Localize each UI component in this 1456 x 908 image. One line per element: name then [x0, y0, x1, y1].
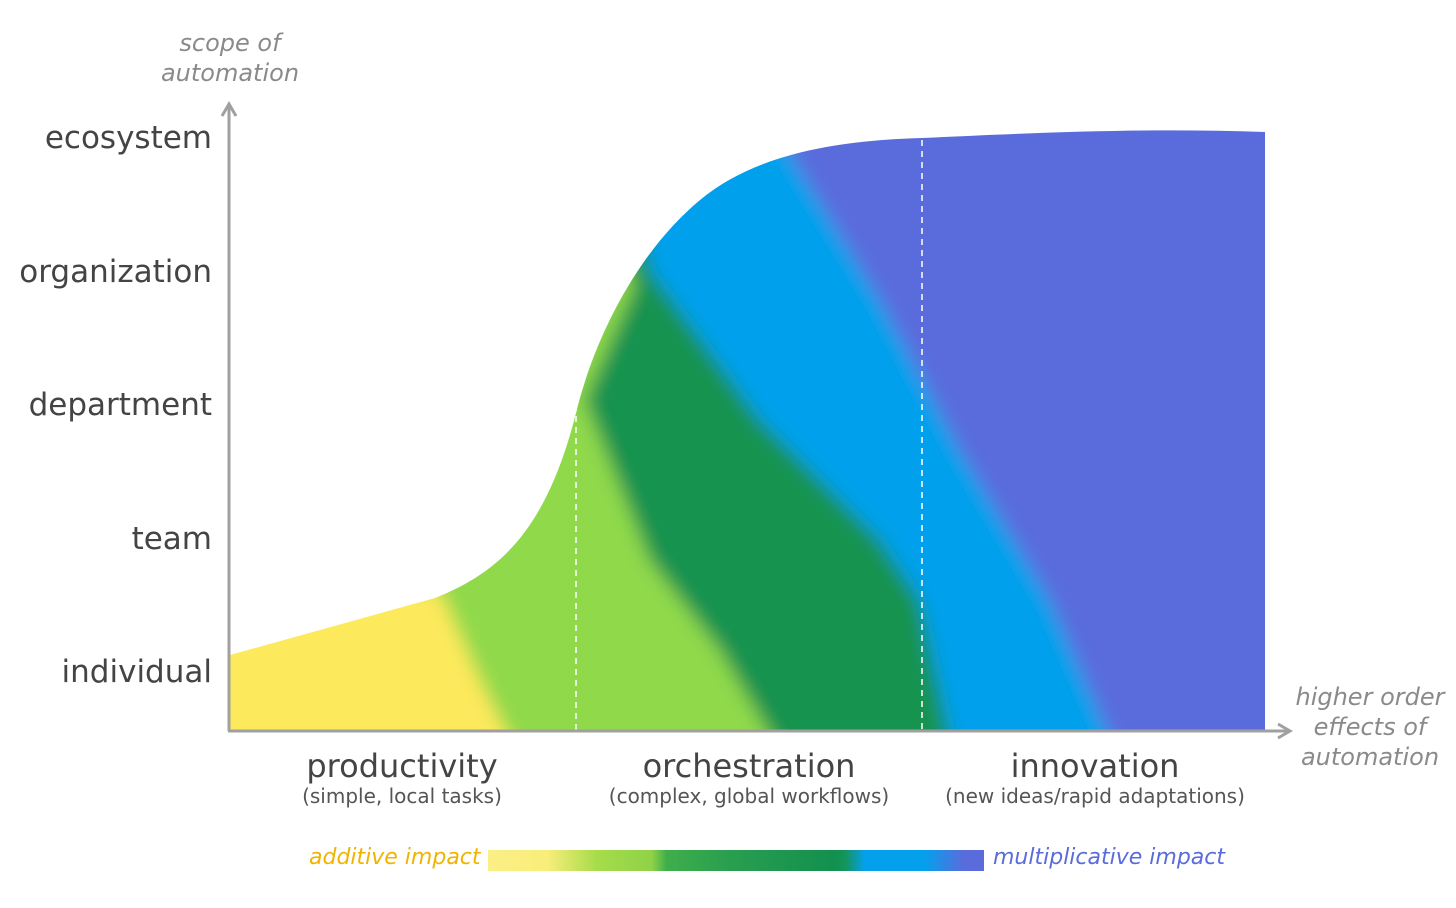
phase-sublabel: (simple, local tasks)	[302, 784, 502, 808]
phase-label: productivity	[306, 747, 498, 785]
phase-productivity: productivity (simple, local tasks)	[222, 748, 582, 808]
x-axis-arrow-icon	[1277, 722, 1293, 740]
y-level-ecosystem: ecosystem	[44, 120, 212, 156]
legend-multiplicative-label: multiplicative impact	[993, 845, 1225, 870]
y-level-team: team	[131, 521, 212, 557]
y-axis-arrow-icon	[220, 101, 238, 117]
y-axis-title-line: automation	[160, 59, 300, 87]
phase-orchestration: orchestration (complex, global workflows…	[569, 748, 929, 808]
x-axis-title-line: automation	[1300, 743, 1440, 771]
y-axis-title-line: scope of	[179, 29, 281, 57]
y-level-organization: organization	[19, 254, 212, 290]
y-level-individual: individual	[61, 654, 212, 690]
phase-label: innovation	[1010, 747, 1180, 785]
phase-label: orchestration	[642, 747, 856, 785]
phase-sublabel: (new ideas/rapid adaptations)	[945, 784, 1245, 808]
y-axis-title: scope of automation	[140, 28, 320, 88]
legend-gradient-bar	[488, 850, 984, 871]
phase-sublabel: (complex, global workflows)	[608, 784, 890, 808]
x-axis-title-line: higher order	[1295, 683, 1445, 711]
impact-area	[230, 130, 1265, 730]
phase-innovation: innovation (new ideas/rapid adaptations)	[915, 748, 1275, 808]
legend-additive-label: additive impact	[309, 845, 481, 870]
x-axis-title: higher order effects of automation	[1290, 682, 1450, 772]
y-level-department: department	[28, 387, 212, 423]
x-axis-title-line: effects of	[1313, 713, 1427, 741]
